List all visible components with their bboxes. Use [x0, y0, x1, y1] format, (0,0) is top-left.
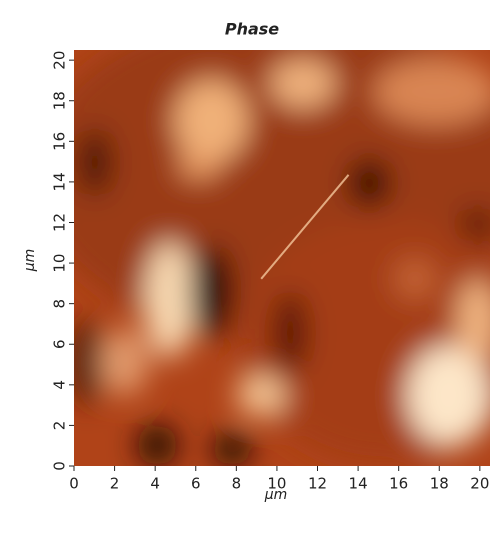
x-tick-label: 4 [150, 475, 160, 493]
x-tick-label: 12 [308, 475, 327, 493]
phase-image [74, 50, 490, 466]
x-tick-label: 10 [267, 475, 286, 493]
chart-title: Phase [225, 20, 279, 39]
x-tick-label: 0 [69, 475, 79, 493]
y-tick-label: 8 [51, 299, 69, 309]
y-tick-label: 0 [51, 461, 69, 471]
image-spot [173, 79, 249, 163]
image-spot [460, 208, 490, 242]
image-spot [144, 241, 195, 358]
image-spot [211, 432, 253, 466]
x-tick-label: 14 [349, 475, 368, 493]
image-spot [348, 158, 391, 209]
image-spot [78, 129, 112, 196]
y-tick-label: 6 [51, 339, 69, 349]
image-texture [74, 50, 490, 466]
image-spot [74, 320, 104, 404]
image-spot [373, 58, 490, 125]
y-tick-label: 20 [51, 51, 69, 70]
image-spot [136, 424, 178, 466]
x-tick-label: 2 [110, 475, 120, 493]
image-ridge [260, 174, 350, 280]
image-spot [178, 154, 220, 179]
y-tick-label: 4 [51, 380, 69, 390]
x-tick-label: 6 [191, 475, 201, 493]
image-spot [269, 58, 337, 109]
y-tick-label: 14 [51, 172, 69, 191]
image-spot [406, 345, 490, 446]
x-axis-label: µm [264, 487, 288, 503]
image-spot [190, 245, 233, 338]
image-spot [98, 328, 149, 396]
y-tick-label: 12 [51, 213, 69, 232]
y-tick-label: 16 [51, 132, 69, 151]
image-spot [394, 258, 436, 300]
y-tick-label: 10 [51, 254, 69, 273]
image-spot [456, 278, 490, 362]
x-tick-label: 16 [389, 475, 408, 493]
image-spot [236, 374, 287, 417]
image-spot [273, 291, 307, 375]
x-tick-label: 8 [232, 475, 242, 493]
y-tick-label: 18 [51, 91, 69, 110]
y-tick-label: 2 [51, 421, 69, 431]
x-tick-label: 18 [430, 475, 449, 493]
y-axis-label: µm [22, 249, 38, 273]
x-tick-label: 20 [470, 475, 489, 493]
